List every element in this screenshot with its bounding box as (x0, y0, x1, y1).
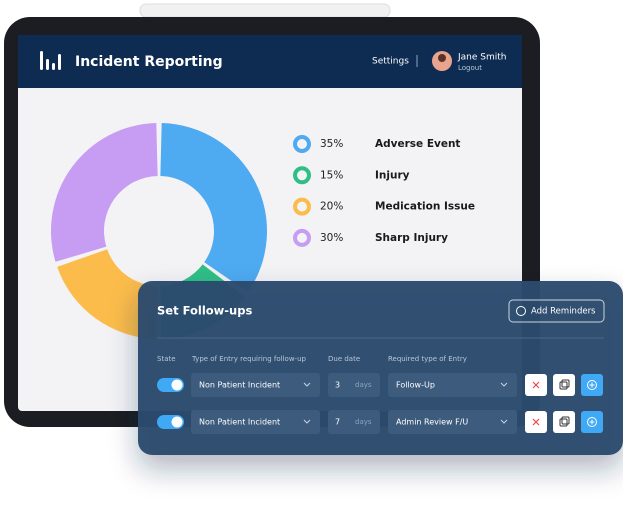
donut-segment (57, 249, 158, 339)
user-name: Jane Smith (457, 53, 507, 63)
add-row-icon (589, 382, 595, 388)
due-unit: days (355, 418, 372, 426)
type-value: Non Patient Incident (199, 418, 280, 427)
donut-segment (51, 123, 158, 262)
chevron (500, 419, 508, 424)
type-value: Non Patient Incident (199, 381, 280, 390)
column-header: Due date (328, 355, 360, 363)
copy-button[interactable] (553, 374, 575, 396)
delete-icon (532, 418, 540, 426)
legend-percent: 15% (320, 169, 343, 181)
chevron (500, 382, 508, 387)
rows: Non Patient Incident 3 days Follow-Up Non Pa… (157, 373, 603, 434)
donut-segment (160, 123, 267, 293)
legend-marker (293, 228, 311, 247)
type-select[interactable] (191, 410, 320, 434)
required-select[interactable] (388, 410, 517, 434)
avatar-face (438, 54, 446, 62)
settings-link[interactable]: Settings (372, 57, 409, 67)
legend-label: Adverse Event (375, 138, 460, 150)
add-row-icon (587, 380, 597, 390)
logout-link[interactable]: Logout (458, 64, 482, 72)
due-unit: days (355, 381, 372, 389)
pencil (139, 3, 391, 18)
type-select[interactable] (191, 373, 320, 397)
panel-title: Set Follow-ups (157, 304, 252, 318)
add-row-icon (589, 419, 595, 425)
add-button[interactable] (508, 299, 605, 323)
legend-percent: 30% (320, 232, 343, 244)
logo (40, 51, 61, 70)
legend-percent: 35% (320, 138, 343, 150)
copy-icon (561, 416, 570, 425)
required-value: Follow-Up (396, 381, 435, 390)
legend-percent: 20% (320, 201, 343, 213)
column-header: Required type of Entry (388, 355, 467, 363)
due-value: 7 (335, 418, 340, 427)
copy-icon (559, 381, 568, 390)
chevron (303, 419, 311, 424)
legend: 35% Adverse Event 15% Injury 20% Medication I… (293, 135, 475, 247)
due-input[interactable] (328, 373, 380, 397)
toggle-knob (171, 416, 183, 428)
legend-label: Injury (375, 169, 410, 181)
copy-icon (559, 418, 568, 427)
required-select[interactable] (388, 373, 517, 397)
due-value: 3 (335, 381, 340, 390)
delete-icon (532, 381, 540, 389)
add-row-icon (587, 417, 597, 427)
copy-icon (561, 379, 570, 388)
legend-marker (293, 197, 311, 216)
column-header: State (157, 355, 176, 363)
legend-label: Sharp Injury (375, 232, 448, 244)
add-icon (516, 306, 526, 316)
legend-marker (293, 135, 311, 153)
add-button-label: Add Reminders (531, 307, 596, 317)
column-headers: State Type of Entry requiring follow-up … (157, 355, 467, 363)
required-value: Admin Review F/U (396, 418, 468, 427)
app-title: Incident Reporting (75, 54, 223, 70)
due-input[interactable] (328, 410, 380, 434)
legend-marker (293, 166, 311, 185)
chevron (303, 382, 311, 387)
column-header: Type of Entry requiring follow-up (191, 355, 307, 363)
toggle-knob (171, 379, 183, 391)
copy-button[interactable] (553, 411, 575, 433)
legend-label: Medication Issue (375, 201, 475, 213)
